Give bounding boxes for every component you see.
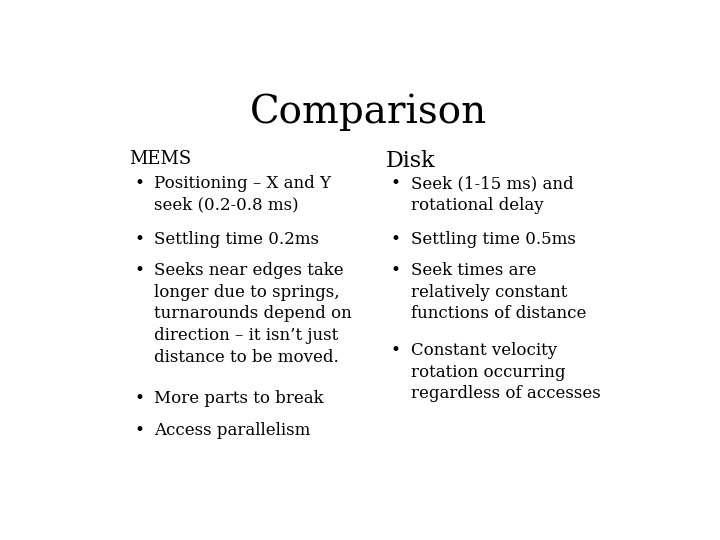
Text: •: • [134,175,144,192]
Text: Access parallelism: Access parallelism [154,422,310,439]
Text: •: • [134,422,144,439]
Text: Seek times are
relatively constant
functions of distance: Seek times are relatively constant funct… [411,262,586,322]
Text: More parts to break: More parts to break [154,390,324,407]
Text: Settling time 0.5ms: Settling time 0.5ms [411,231,576,248]
Text: •: • [391,342,401,359]
Text: MEMS: MEMS [129,150,192,168]
Text: Constant velocity
rotation occurring
regardless of accesses: Constant velocity rotation occurring reg… [411,342,600,402]
Text: Disk: Disk [386,150,436,172]
Text: •: • [134,390,144,407]
Text: Settling time 0.2ms: Settling time 0.2ms [154,231,319,248]
Text: •: • [134,262,144,279]
Text: •: • [391,262,401,279]
Text: •: • [134,231,144,248]
Text: •: • [391,231,401,248]
Text: •: • [391,175,401,192]
Text: Comparison: Comparison [251,94,487,131]
Text: Positioning – X and Y
seek (0.2-0.8 ms): Positioning – X and Y seek (0.2-0.8 ms) [154,175,331,213]
Text: Seeks near edges take
longer due to springs,
turnarounds depend on
direction – i: Seeks near edges take longer due to spri… [154,262,352,366]
Text: Seek (1-15 ms) and
rotational delay: Seek (1-15 ms) and rotational delay [411,175,573,213]
